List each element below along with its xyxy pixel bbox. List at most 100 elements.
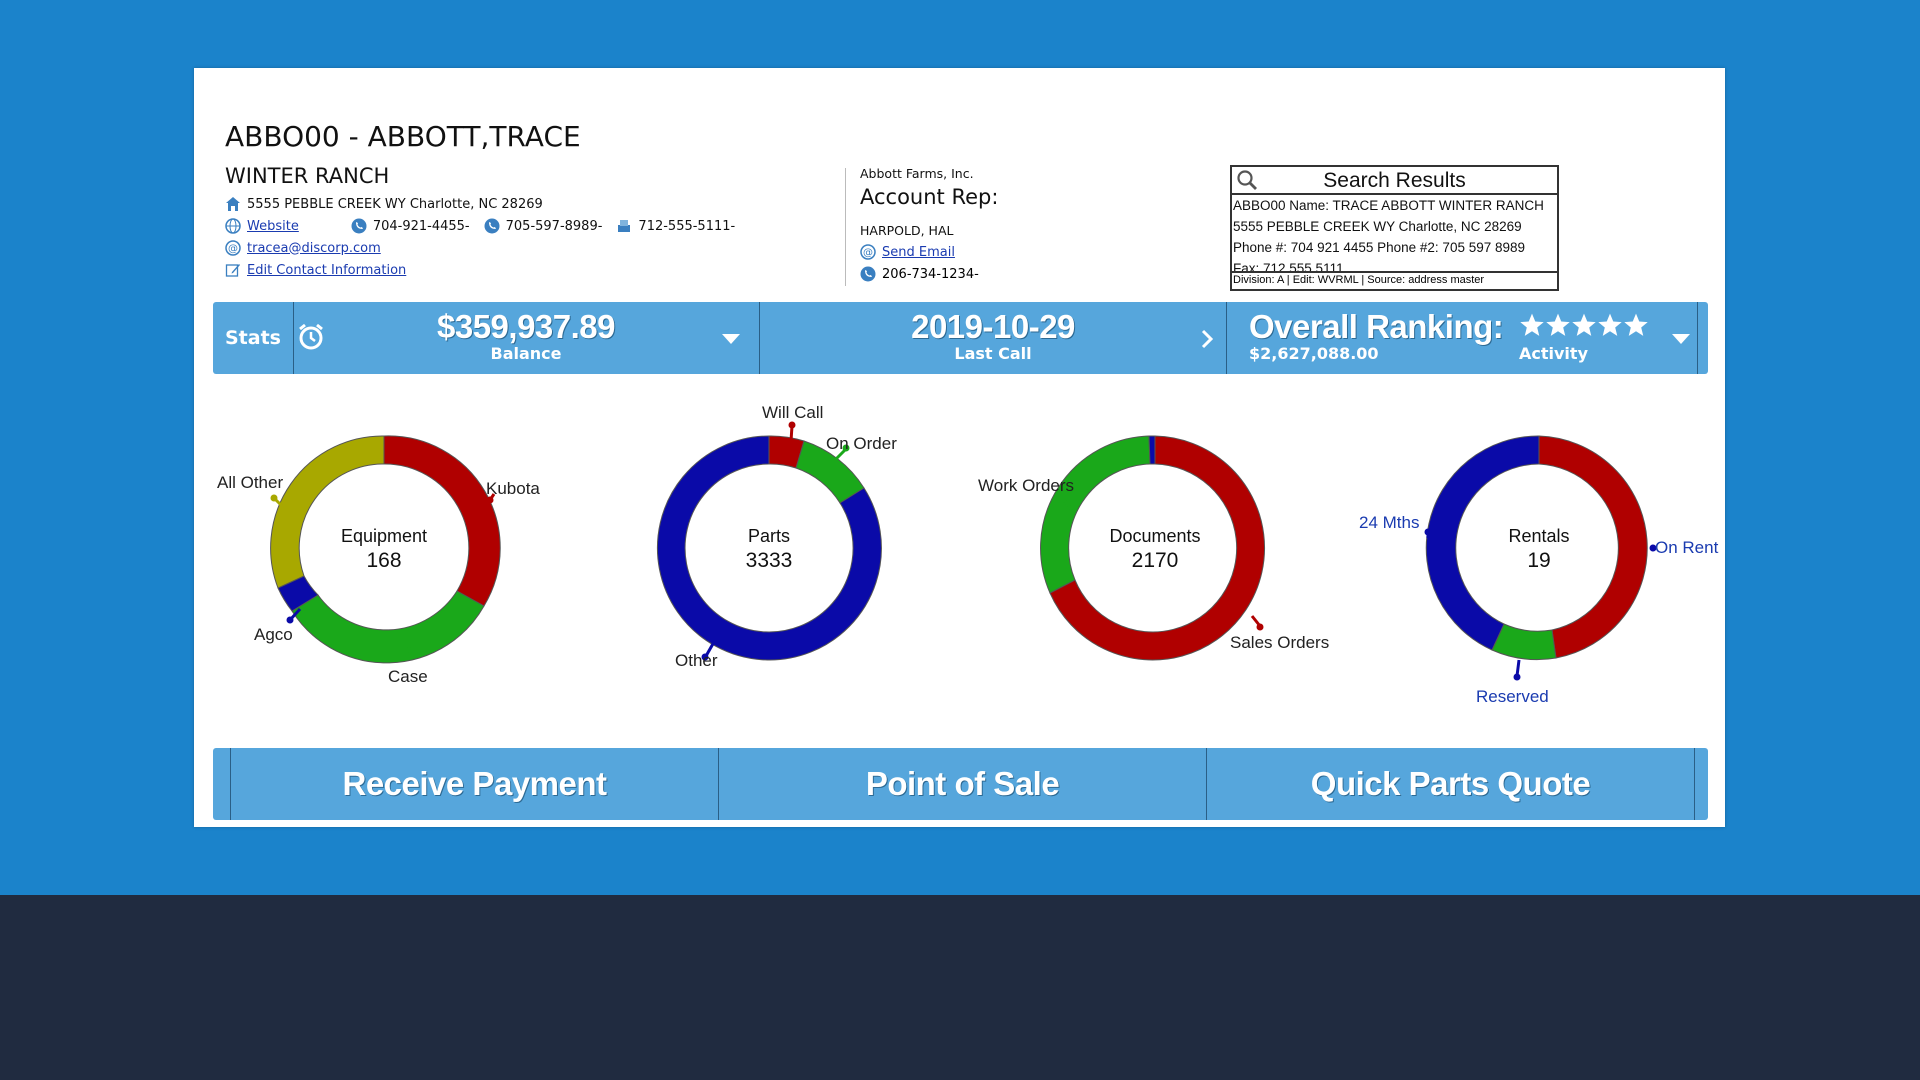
chart-label: Kubota — [486, 479, 540, 498]
parts-segment-other[interactable] — [656, 435, 882, 661]
chevron-right-icon[interactable] — [1200, 328, 1214, 350]
search-icon[interactable] — [1236, 169, 1258, 191]
chart-label: Work Orders — [978, 476, 1074, 495]
chart-label: Sales Orders — [1230, 633, 1329, 652]
send-email-link[interactable]: Send Email — [882, 244, 955, 260]
equipment-segment-case[interactable] — [291, 590, 485, 664]
action-bar: Receive Payment Point of Sale Quick Part… — [213, 748, 1708, 820]
last-call-cell[interactable]: 2019-10-29 Last Call — [760, 302, 1226, 374]
parts-chart[interactable]: Will Call On Order Other Parts 3333 — [656, 403, 897, 670]
ranking-title: Overall Ranking: — [1249, 308, 1504, 345]
chart-label: Will Call — [762, 403, 823, 422]
stats-separator — [1697, 302, 1698, 374]
phone-2[interactable]: 705-597-8989- — [505, 218, 603, 234]
chart-label: All Other — [217, 473, 283, 492]
address-row: 5555 PEBBLE CREEK WY Charlotte, NC 28269 — [225, 196, 543, 212]
chart-label: On Rent — [1655, 538, 1719, 557]
star-icon — [1520, 313, 1544, 336]
chart-label: Case — [388, 667, 428, 686]
bottom-band — [0, 895, 1920, 1080]
balance-label: Balance — [490, 344, 562, 363]
chevron-down-icon[interactable] — [1671, 332, 1691, 346]
phone-icon — [351, 218, 367, 234]
star-icon — [1598, 313, 1622, 336]
address-text: 5555 PEBBLE CREEK WY Charlotte, NC 28269 — [247, 196, 543, 212]
email-icon: @ — [860, 244, 876, 260]
website-link[interactable]: Website — [247, 218, 299, 234]
balance-cell[interactable]: $359,937.89 Balance — [293, 302, 759, 374]
search-result-line: 5555 PEBBLE CREEK WY Charlotte, NC 28269 — [1233, 219, 1522, 234]
rep-company: Abbott Farms, Inc. — [860, 166, 974, 181]
email-link[interactable]: tracea@discorp.com — [247, 240, 381, 256]
chart-label: Reserved — [1476, 687, 1549, 706]
header-divider — [845, 168, 846, 286]
chart-total: 3333 — [746, 549, 793, 572]
rentals-segment-24-mths[interactable] — [1425, 435, 1540, 651]
documents-chart[interactable]: Work Orders Sales Orders Documents 2170 — [978, 435, 1329, 661]
rentals-segment-on-rent[interactable] — [1538, 435, 1648, 659]
ranking-cell[interactable]: Overall Ranking: $2,627,088.00 Activity — [1227, 302, 1697, 374]
account-subtitle: WINTER RANCH — [225, 164, 390, 188]
ranking-value: $2,627,088.00 — [1249, 344, 1379, 363]
search-result-line: ABBO00 Name: TRACE ABBOTT WINTER RANCH — [1233, 198, 1544, 213]
svg-text:@: @ — [228, 244, 238, 255]
rep-title: Account Rep: — [860, 185, 999, 209]
svg-text:@: @ — [863, 248, 873, 259]
action-separator — [230, 748, 231, 820]
account-rep-block: Abbott Farms, Inc. Account Rep: HARPOLD,… — [860, 166, 998, 282]
alarm-clock-icon — [299, 323, 323, 350]
phone-3[interactable]: 712-555-5111- — [638, 218, 736, 234]
search-result-line: Phone #: 704 921 4455 Phone #2: 705 597 … — [1233, 240, 1526, 255]
donut-charts: Kubota Case Agco All Other Equipment 168… — [217, 403, 1719, 706]
receive-payment-button[interactable]: Receive Payment — [342, 765, 608, 802]
globe-icon — [225, 218, 241, 234]
chart-total: 2170 — [1132, 549, 1179, 572]
point-of-sale-button[interactable]: Point of Sale — [865, 765, 1060, 802]
email-icon: @ — [225, 240, 241, 256]
phone-1[interactable]: 704-921-4455- — [372, 218, 470, 234]
search-results-footer: Division: A | Edit: WVRML | Source: addr… — [1232, 271, 1557, 289]
chart-name: Equipment — [341, 526, 427, 546]
rentals-chart[interactable]: 24 Mths On Rent Reserved Rentals 19 — [1359, 435, 1719, 706]
stats-separator — [1226, 302, 1227, 374]
stats-bar: Stats $359,937.89 Balance 2019-10-29 Las… — [213, 302, 1708, 374]
contact-row: Website 704-921-4455- 705-597-8989- 712-… — [225, 218, 735, 234]
phone-icon — [484, 218, 500, 234]
rep-phone-row: 206-734-1234- — [860, 266, 998, 282]
chart-total: 19 — [1527, 549, 1550, 572]
chart-name: Rentals — [1508, 526, 1569, 546]
balance-value: $359,937.89 — [436, 308, 616, 345]
chart-total: 168 — [366, 549, 401, 572]
stats-label: Stats — [213, 302, 294, 374]
action-separator — [1206, 748, 1207, 820]
chart-name: Parts — [748, 526, 790, 546]
last-call-value: 2019-10-29 — [911, 308, 1075, 345]
edit-icon — [225, 264, 240, 277]
chart-label: Other — [675, 651, 718, 670]
equipment-segment-kubota[interactable] — [383, 435, 501, 607]
documents-segment-red[interactable] — [1049, 435, 1266, 661]
stats-separator — [759, 302, 760, 374]
rep-name: HARPOLD, HAL — [860, 223, 954, 238]
activity-label: Activity — [1519, 344, 1588, 363]
edit-contact-link[interactable]: Edit Contact Information — [247, 262, 407, 278]
activity-stars — [1519, 312, 1649, 338]
chart-label: 24 Mths — [1359, 513, 1419, 532]
equipment-segment-all-other[interactable] — [270, 435, 385, 589]
chevron-down-icon[interactable] — [721, 332, 741, 346]
rep-email-row: @ Send Email — [860, 244, 998, 260]
quick-parts-quote-button[interactable]: Quick Parts Quote — [1310, 765, 1591, 802]
action-separator — [718, 748, 719, 820]
action-separator — [1694, 748, 1695, 820]
search-results-panel[interactable]: Search Results ABBO00 Name: TRACE ABBOTT… — [1230, 165, 1559, 291]
equipment-chart[interactable]: Kubota Case Agco All Other Equipment 168 — [217, 435, 540, 686]
star-icon — [1572, 313, 1596, 336]
search-results-header: Search Results — [1232, 167, 1557, 195]
rep-phone[interactable]: 206-734-1234- — [882, 266, 979, 282]
star-icon — [1624, 313, 1648, 336]
star-icon — [1546, 313, 1570, 336]
chart-label: Agco — [254, 625, 293, 644]
email-row: @ tracea@discorp.com — [225, 240, 381, 256]
customer-card: ABBO00 - ABBOTT,TRACE WINTER RANCH 5555 … — [194, 68, 1725, 827]
documents-segment-blue[interactable] — [1148, 435, 1156, 465]
